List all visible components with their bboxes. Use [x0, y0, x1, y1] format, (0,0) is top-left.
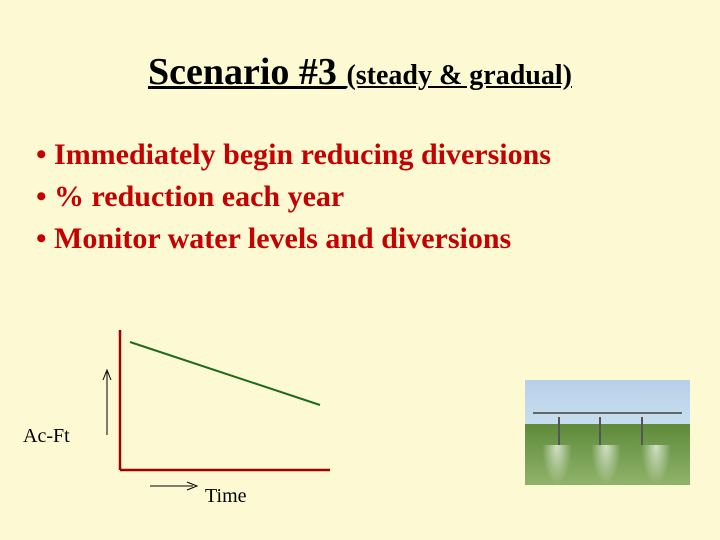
bullet-item: Immediately begin reducing diversions: [36, 134, 720, 176]
water-spray: [641, 445, 671, 485]
bullet-list: Immediately begin reducing diversions % …: [36, 134, 720, 260]
pivot-tower: [599, 417, 601, 445]
pivot-tower: [558, 417, 560, 445]
water-spray: [542, 445, 572, 485]
slide-title: Scenario #3 (steady & gradual): [0, 0, 720, 94]
title-main: Scenario #3: [148, 51, 346, 93]
data-line: [130, 342, 320, 405]
bullet-item: % reduction each year: [36, 176, 720, 218]
pivot-truss: [533, 412, 682, 414]
pivot-tower: [641, 417, 643, 445]
y-axis-label: Ac-Ft: [23, 425, 70, 448]
chart: Ac-Ft Time: [95, 330, 355, 500]
x-axis-label: Time: [205, 485, 247, 508]
bullet-item: Monitor water levels and diversions: [36, 218, 720, 260]
water-spray: [591, 445, 621, 485]
chart-svg: [95, 330, 355, 500]
title-sub: (steady & gradual): [346, 60, 572, 91]
irrigation-photo: [525, 380, 690, 485]
